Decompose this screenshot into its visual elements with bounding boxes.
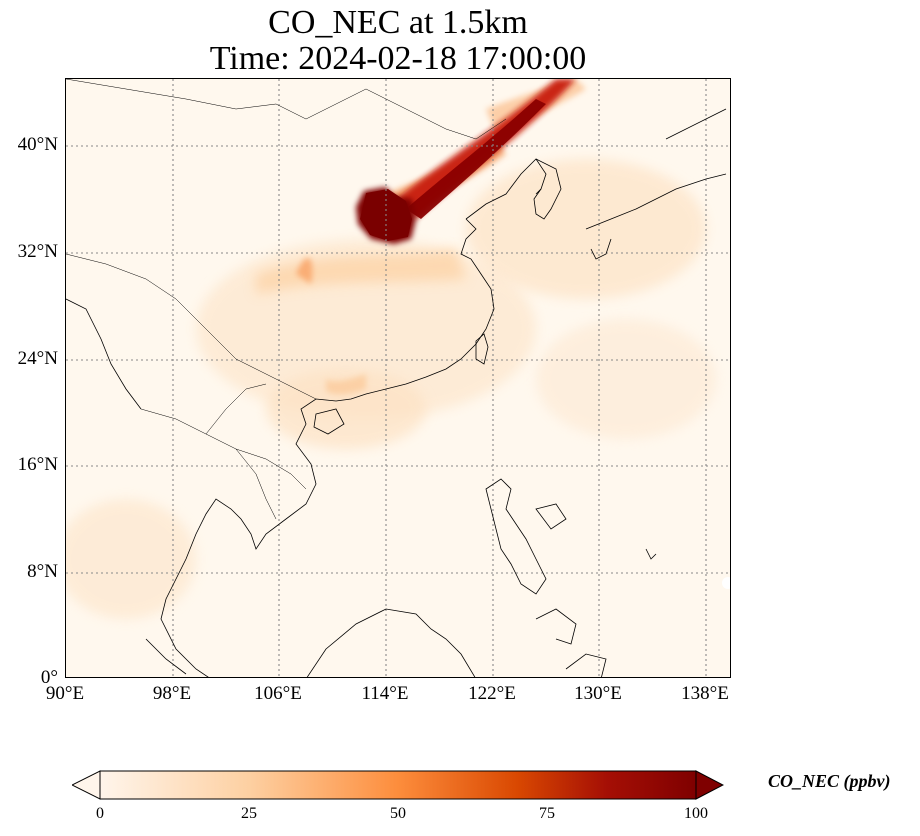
lon-tick-label: 98°E	[152, 683, 192, 704]
map-title: CO_NEC at 1.5km	[268, 4, 528, 41]
lat-tick-label: 24°N	[17, 348, 58, 369]
lat-tick-label: 32°N	[17, 241, 58, 262]
graticule	[66, 79, 730, 677]
colorbar-tick-label: 50	[390, 805, 406, 822]
lon-tick-label: 90°E	[45, 683, 85, 704]
concentration-field	[66, 79, 730, 677]
colorbar-tick-label: 25	[241, 805, 257, 822]
lat-tick-label: 16°N	[17, 454, 58, 475]
colorbar-label: CO_NEC (ppbv)	[768, 771, 891, 791]
lat-tick-label: 8°N	[27, 561, 58, 582]
country-borders	[66, 79, 507, 520]
lon-tick-label: 106°E	[254, 683, 302, 704]
map-canvas	[66, 79, 730, 677]
colorbar-tick-label: 75	[539, 805, 555, 822]
colorbar	[72, 770, 724, 800]
colorbar-tick-label: 0	[96, 805, 104, 822]
lon-tick-label: 122°E	[468, 683, 516, 704]
missing-data-patch	[722, 577, 730, 589]
lon-tick-label: 130°E	[574, 683, 622, 704]
lon-tick-label: 114°E	[361, 683, 409, 704]
colorbar-tick-label: 100	[684, 805, 708, 822]
map-panel	[65, 78, 731, 678]
lat-tick-label: 0°	[40, 667, 58, 688]
lat-tick-label: 40°N	[17, 134, 58, 155]
lon-tick-label: 138°E	[681, 683, 729, 704]
coastlines	[66, 108, 727, 677]
map-timestamp: Time: 2024-02-18 17:00:00	[209, 40, 587, 77]
